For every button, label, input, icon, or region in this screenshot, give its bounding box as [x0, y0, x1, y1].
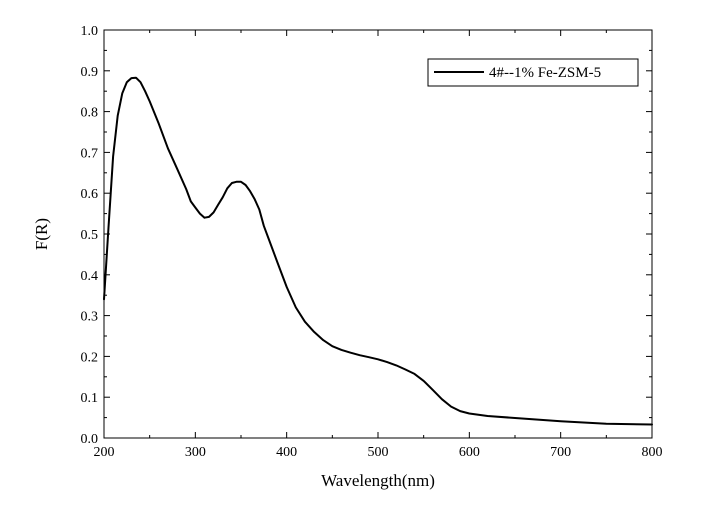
x-tick-label: 200	[94, 445, 115, 460]
plot-frame	[103, 29, 653, 439]
x-tick-label: 600	[459, 445, 480, 460]
series-line-0	[103, 76, 653, 426]
y-tick-label: 0.0	[81, 432, 99, 447]
y-tick-label: 0.6	[81, 187, 99, 202]
y-tick-label: 0.1	[81, 391, 99, 406]
y-tick-label: 0.4	[81, 269, 99, 284]
x-tick-label: 700	[550, 445, 571, 460]
tick-labels: 200 300 400 500 600 700 800 0.0 0.1 0.2 0.3 0.4 0.5 0…	[81, 24, 663, 460]
y-tick-label: 0.8	[81, 106, 99, 121]
x-tick-label: 800	[642, 445, 663, 460]
y-tick-label: 0.5	[81, 228, 99, 243]
y-tick-label: 0.2	[81, 350, 99, 365]
series-layer	[103, 76, 653, 426]
y-tick-label: 0.9	[81, 65, 99, 80]
y-axis-title: F(R)	[32, 218, 51, 250]
x-tick-label: 400	[276, 445, 297, 460]
x-axis-title: Wavelength(nm)	[321, 471, 435, 490]
x-tick-label: 500	[368, 445, 389, 460]
y-tick-label: 0.3	[81, 310, 99, 325]
x-tick-label: 300	[185, 445, 206, 460]
y-tick-label: 0.7	[81, 146, 99, 161]
y-tick-label: 1.0	[81, 24, 99, 39]
legend: 4#--1% Fe-ZSM-5	[427, 58, 639, 87]
legend-label: 4#--1% Fe-ZSM-5	[489, 65, 601, 81]
axis-ticks	[103, 29, 653, 439]
